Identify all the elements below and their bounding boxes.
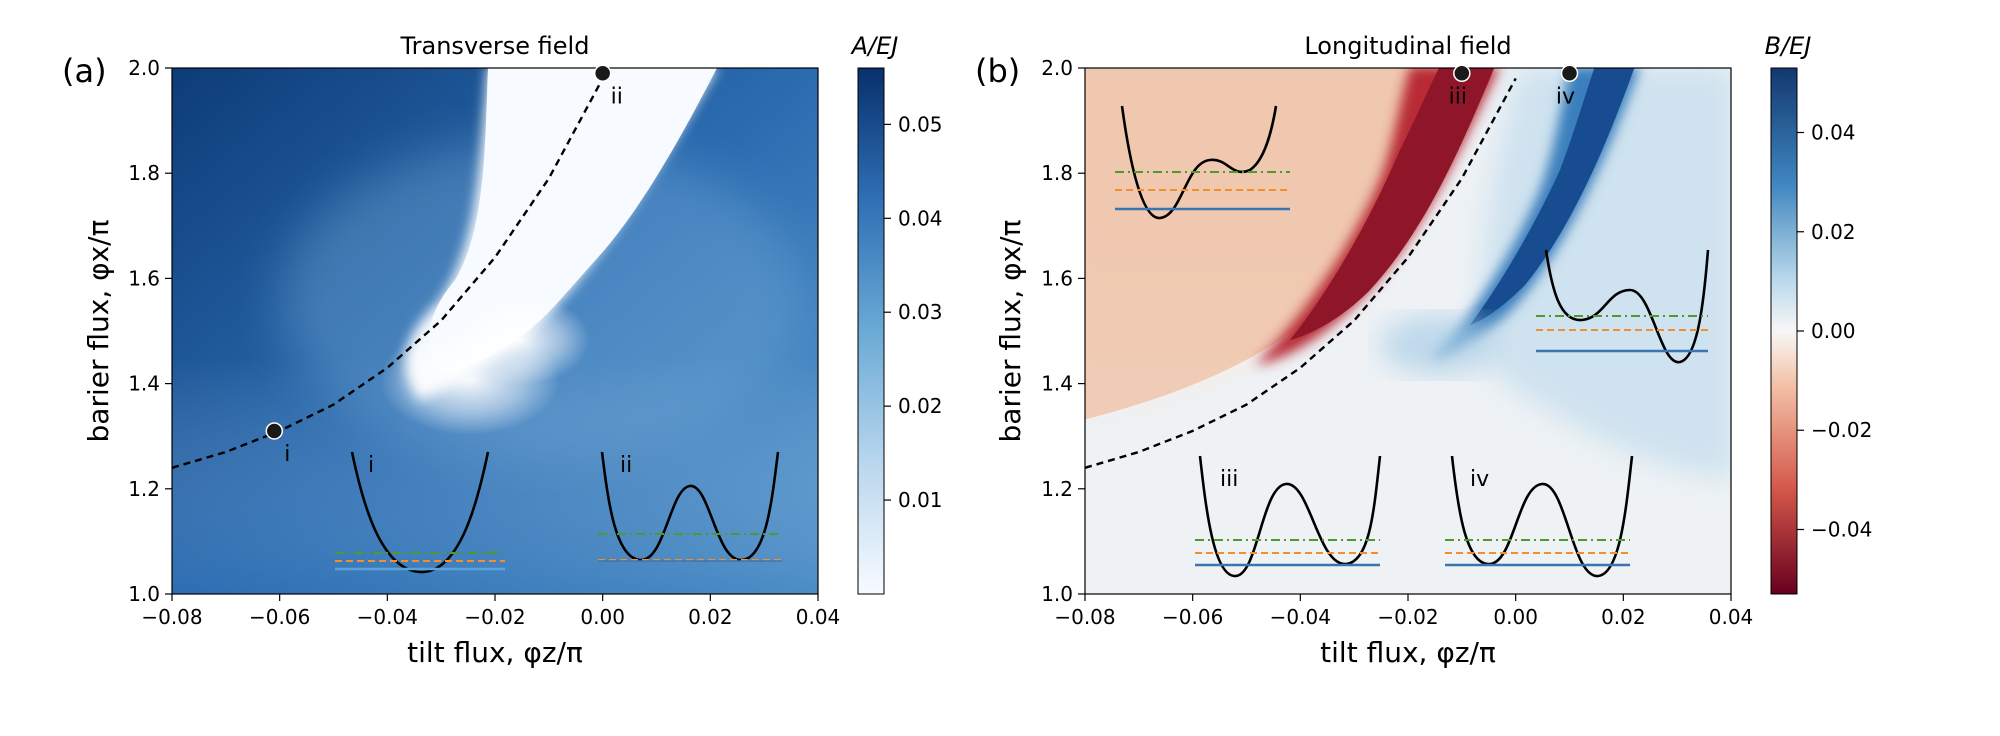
- x-tick-label: 0.00: [580, 605, 625, 629]
- heatmap-a: [172, 68, 818, 594]
- inset-label-i: i: [368, 453, 374, 478]
- y-tick-label: 2.0: [128, 56, 160, 80]
- colorbar-tick-label: 0.00: [1811, 319, 1856, 343]
- colorbar-tick-label: 0.02: [898, 394, 943, 418]
- colorbar-tick-label: 0.01: [898, 488, 943, 512]
- heatmap-b: [1085, 68, 1731, 594]
- colorbar-label-b: B/EJ: [1765, 32, 1812, 60]
- markers-b: iii iv: [1449, 64, 1579, 109]
- panel-a: iii i ii (a) Transverse field −0.08 −0.06…: [62, 32, 943, 669]
- y-axis-b: 1.0 1.2 1.4 1.6 1.8 2.0: [1041, 56, 1085, 606]
- x-tick-label: 0.02: [688, 605, 733, 629]
- inset-tilted-left: [1115, 105, 1290, 220]
- colorbar-ticks-b: −0.04 −0.02 0.00 0.02 0.04: [1797, 121, 1872, 541]
- y-tick-label: 1.0: [1041, 582, 1073, 606]
- colorbar-tick-label: 0.02: [1811, 220, 1856, 244]
- x-tick-label: −0.02: [1377, 605, 1438, 629]
- marker-iii: [1453, 64, 1471, 83]
- chart-title-a: Transverse field: [400, 32, 590, 60]
- marker-ii: [593, 64, 612, 83]
- x-tick-label: 0.00: [1493, 605, 1538, 629]
- marker-label-ii: ii: [611, 84, 623, 109]
- inset-label-ii: ii: [620, 453, 632, 478]
- dashed-curve-b: [1084, 77, 1517, 469]
- x-tick-label: −0.02: [464, 605, 525, 629]
- potential-curve: [350, 451, 490, 574]
- x-tick-label: −0.08: [1054, 605, 1115, 629]
- x-axis-label-a: tilt flux, φz/π: [407, 636, 583, 669]
- colorbar-tick-label: 0.04: [898, 206, 943, 230]
- inset-label-iii: iii: [1220, 467, 1238, 492]
- x-tick-label: 0.04: [796, 605, 841, 629]
- potential-curve: [1544, 249, 1710, 364]
- inset-i: i: [335, 451, 505, 574]
- marker-label-iv: iv: [1556, 84, 1575, 109]
- y-tick-label: 1.6: [1041, 266, 1073, 290]
- colorbar-b: [1770, 67, 1798, 595]
- panel-b: iii iv iii iv: [975, 32, 1872, 669]
- x-axis-label-b: tilt flux, φz/π: [1320, 636, 1496, 669]
- inset-iii: iii: [1195, 455, 1382, 578]
- y-tick-label: 1.8: [1041, 161, 1073, 185]
- y-tick-label: 1.6: [128, 266, 160, 290]
- colorbar-tick-label: 0.05: [898, 112, 943, 136]
- dashed-curve-a: [171, 77, 604, 469]
- inset-label-iv: iv: [1470, 467, 1489, 492]
- y-axis-label-a: barier flux, φx/π: [82, 219, 115, 442]
- colorbar-a: [857, 67, 885, 595]
- y-tick-label: 1.4: [128, 372, 160, 396]
- x-tick-label: −0.04: [1270, 605, 1331, 629]
- y-tick-label: 1.2: [1041, 477, 1073, 501]
- x-tick-label: 0.02: [1601, 605, 1646, 629]
- colorbar-tick-label: −0.02: [1811, 418, 1872, 442]
- y-tick-label: 1.8: [128, 161, 160, 185]
- markers-a: iii: [265, 64, 623, 467]
- chart-title-b: Longitudinal field: [1304, 32, 1511, 60]
- marker-iv: [1560, 64, 1579, 83]
- marker-label-iii: iii: [1449, 84, 1467, 109]
- colorbar-tick-label: 0.03: [898, 300, 943, 324]
- marker-label-i: i: [284, 442, 290, 467]
- x-axis-a: −0.08 −0.06 −0.04 −0.02 0.00 0.02 0.04: [141, 594, 840, 629]
- colorbar-tick-label: −0.04: [1811, 517, 1872, 541]
- x-tick-label: −0.06: [1162, 605, 1223, 629]
- y-axis-a: 1.0 1.2 1.4 1.6 1.8 2.0: [128, 56, 172, 606]
- y-tick-label: 1.2: [128, 477, 160, 501]
- y-tick-label: 1.4: [1041, 372, 1073, 396]
- colorbar-tick-label: 0.04: [1811, 121, 1856, 145]
- panel-label-b: (b): [975, 52, 1020, 90]
- colorbar-ticks-a: 0.01 0.02 0.03 0.04 0.05: [884, 112, 943, 512]
- potential-curve: [1198, 455, 1382, 578]
- inset-iv: iv: [1445, 455, 1634, 578]
- colorbar-label-a: A/EJ: [850, 32, 899, 60]
- x-axis-b: −0.08 −0.06 −0.04 −0.02 0.00 0.02 0.04: [1054, 594, 1753, 629]
- inset-tilted-right: [1536, 249, 1710, 364]
- x-tick-label: 0.04: [1709, 605, 1754, 629]
- x-tick-label: −0.08: [141, 605, 202, 629]
- x-tick-label: −0.06: [249, 605, 310, 629]
- y-tick-label: 2.0: [1041, 56, 1073, 80]
- y-tick-label: 1.0: [128, 582, 160, 606]
- x-tick-label: −0.04: [357, 605, 418, 629]
- marker-i: [265, 422, 284, 440]
- y-axis-label-b: barier flux, φx/π: [994, 219, 1027, 442]
- inset-ii: ii: [598, 451, 782, 562]
- potential-curve: [600, 451, 780, 562]
- panel-label-a: (a): [62, 52, 107, 90]
